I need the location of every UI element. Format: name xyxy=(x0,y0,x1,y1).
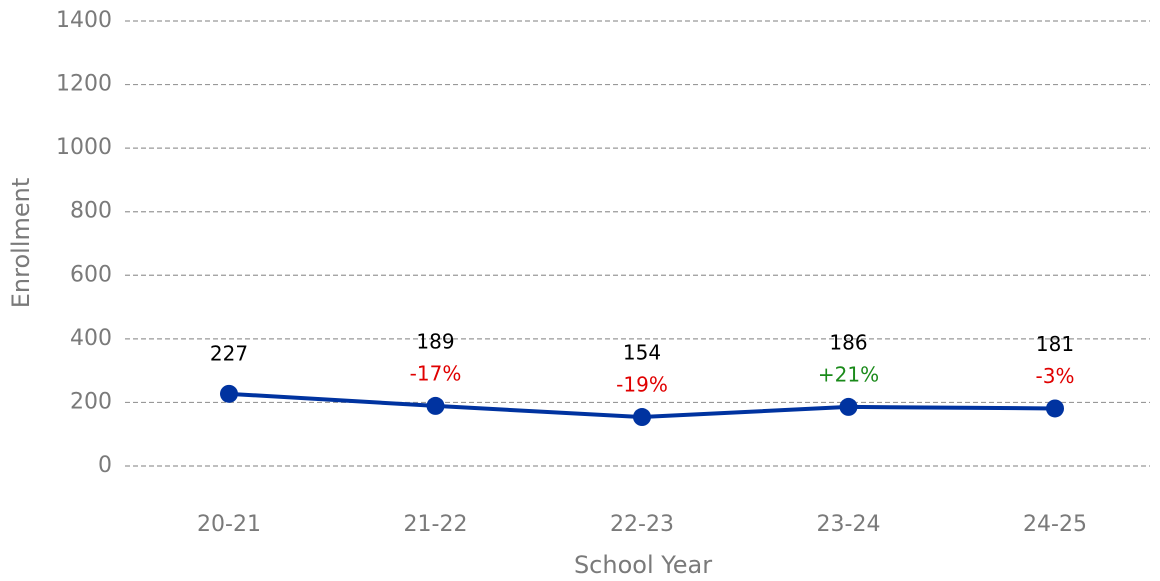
y-tick-label: 400 xyxy=(70,326,112,351)
marker xyxy=(633,408,651,427)
data-label: 189 xyxy=(416,329,454,353)
y-tick-label: 800 xyxy=(70,199,112,224)
x-tick-label: 21-22 xyxy=(404,512,468,537)
change-label: -3% xyxy=(1036,364,1075,388)
y-axis-title: Enrollment xyxy=(7,178,35,309)
y-tick-label: 200 xyxy=(70,389,112,414)
x-tick-label: 24-25 xyxy=(1023,512,1087,537)
x-tick-label: 20-21 xyxy=(197,512,261,537)
marker xyxy=(1046,399,1064,418)
change-label: -19% xyxy=(616,373,668,397)
y-tick-label: 0 xyxy=(98,453,112,478)
x-tick-label: 23-24 xyxy=(817,512,881,537)
marker xyxy=(220,384,238,403)
change-label: +21% xyxy=(818,362,879,386)
marker xyxy=(426,396,445,415)
y-tick-label: 600 xyxy=(70,262,112,287)
data-label: 227 xyxy=(210,341,248,365)
y-tick-label: 1200 xyxy=(56,72,112,97)
y-tick-label: 1000 xyxy=(56,135,112,160)
data-label: 154 xyxy=(623,341,661,365)
change-label: -17% xyxy=(410,361,462,385)
y-tick-label: 1400 xyxy=(56,8,112,33)
x-tick-label: 22-23 xyxy=(610,512,674,537)
x-axis-title: School Year xyxy=(574,551,712,579)
data-label: 186 xyxy=(829,330,867,354)
marker xyxy=(839,397,858,416)
data-label: 181 xyxy=(1036,332,1074,356)
